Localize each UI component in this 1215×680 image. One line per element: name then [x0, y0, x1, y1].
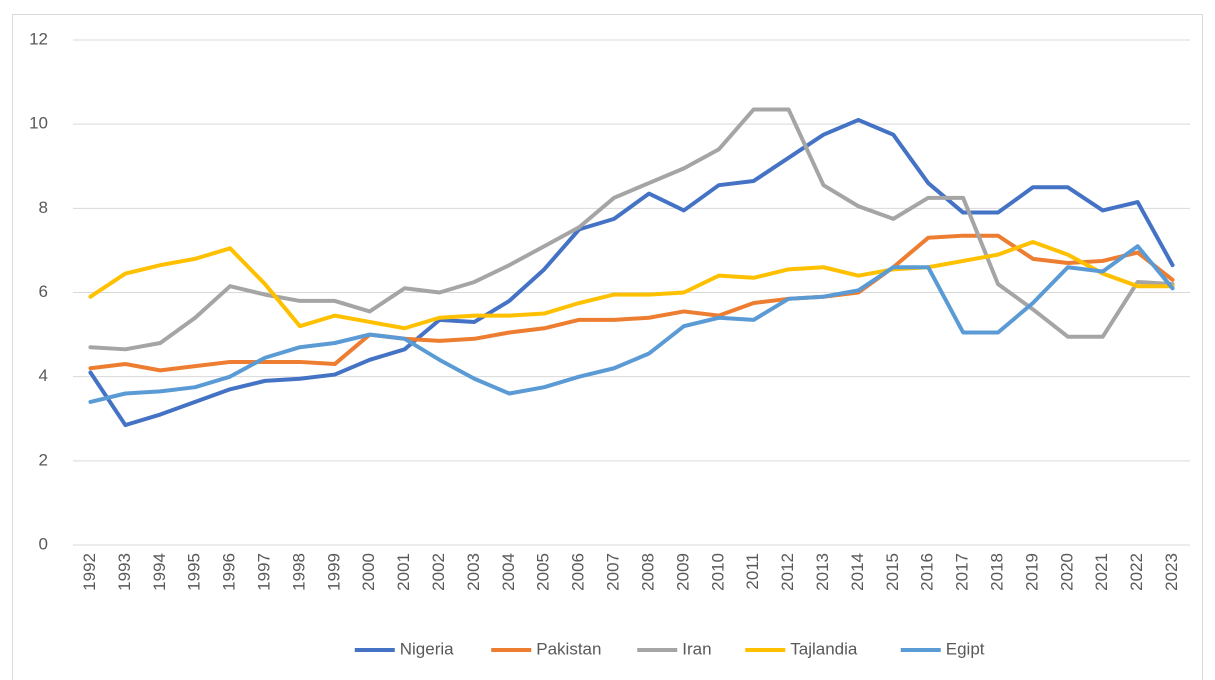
- y-tick-label: 8: [39, 198, 48, 217]
- legend-label: Pakistan: [536, 639, 601, 658]
- x-tick-label: 2014: [848, 553, 867, 591]
- x-tick-label: 2004: [499, 553, 518, 591]
- x-tick-label: 2008: [638, 553, 657, 591]
- x-tick-label: 2016: [918, 553, 937, 591]
- x-tick-label: 2005: [534, 553, 553, 591]
- x-tick-label: 2007: [604, 553, 623, 591]
- x-tick-label: 2013: [813, 553, 832, 591]
- x-tick-label: 1996: [220, 553, 239, 591]
- x-tick-label: 2001: [394, 553, 413, 591]
- x-tick-label: 2022: [1127, 553, 1146, 591]
- x-tick-label: 2021: [1092, 553, 1111, 591]
- y-tick-label: 0: [39, 534, 48, 553]
- legend-label: Egipt: [946, 639, 985, 658]
- x-tick-label: 1993: [115, 553, 134, 591]
- x-tick-label: 2015: [883, 553, 902, 591]
- legend-label: Nigeria: [400, 639, 454, 658]
- x-tick-label: 1995: [185, 553, 204, 591]
- x-tick-label: 2019: [1022, 553, 1041, 591]
- legend-label: Iran: [682, 639, 711, 658]
- x-tick-label: 2000: [359, 553, 378, 591]
- x-tick-label: 2006: [569, 553, 588, 591]
- line-series: [88, 244, 1175, 404]
- line-series: [88, 107, 1175, 352]
- x-tick-label: 2017: [953, 553, 972, 591]
- x-tick-label: 2002: [429, 553, 448, 591]
- x-tick-label: 2003: [464, 553, 483, 591]
- x-tick-label: 2023: [1162, 553, 1181, 591]
- x-tick-label: 1997: [254, 553, 273, 591]
- chart-border: [12, 14, 1203, 680]
- x-tick-label: 1992: [80, 553, 99, 591]
- x-tick-label: 2009: [673, 553, 692, 591]
- y-tick-label: 10: [29, 114, 48, 133]
- line-series: [88, 117, 1175, 428]
- y-tick-label: 2: [39, 450, 48, 469]
- y-tick-label: 12: [29, 29, 48, 48]
- x-tick-label: 1994: [150, 553, 169, 591]
- legend-label: Tajlandia: [790, 639, 858, 658]
- x-tick-label: 2018: [988, 553, 1007, 591]
- x-tick-label: 1998: [289, 553, 308, 591]
- x-tick-label: 2020: [1057, 553, 1076, 591]
- line-series: [88, 233, 1175, 373]
- x-tick-label: 2011: [743, 553, 762, 590]
- x-tick-label: 2010: [708, 553, 727, 591]
- x-tick-label: 1999: [324, 553, 343, 591]
- line-series: [88, 240, 1175, 331]
- y-tick-label: 4: [39, 366, 48, 385]
- y-tick-label: 6: [39, 282, 48, 301]
- x-tick-label: 2012: [778, 553, 797, 591]
